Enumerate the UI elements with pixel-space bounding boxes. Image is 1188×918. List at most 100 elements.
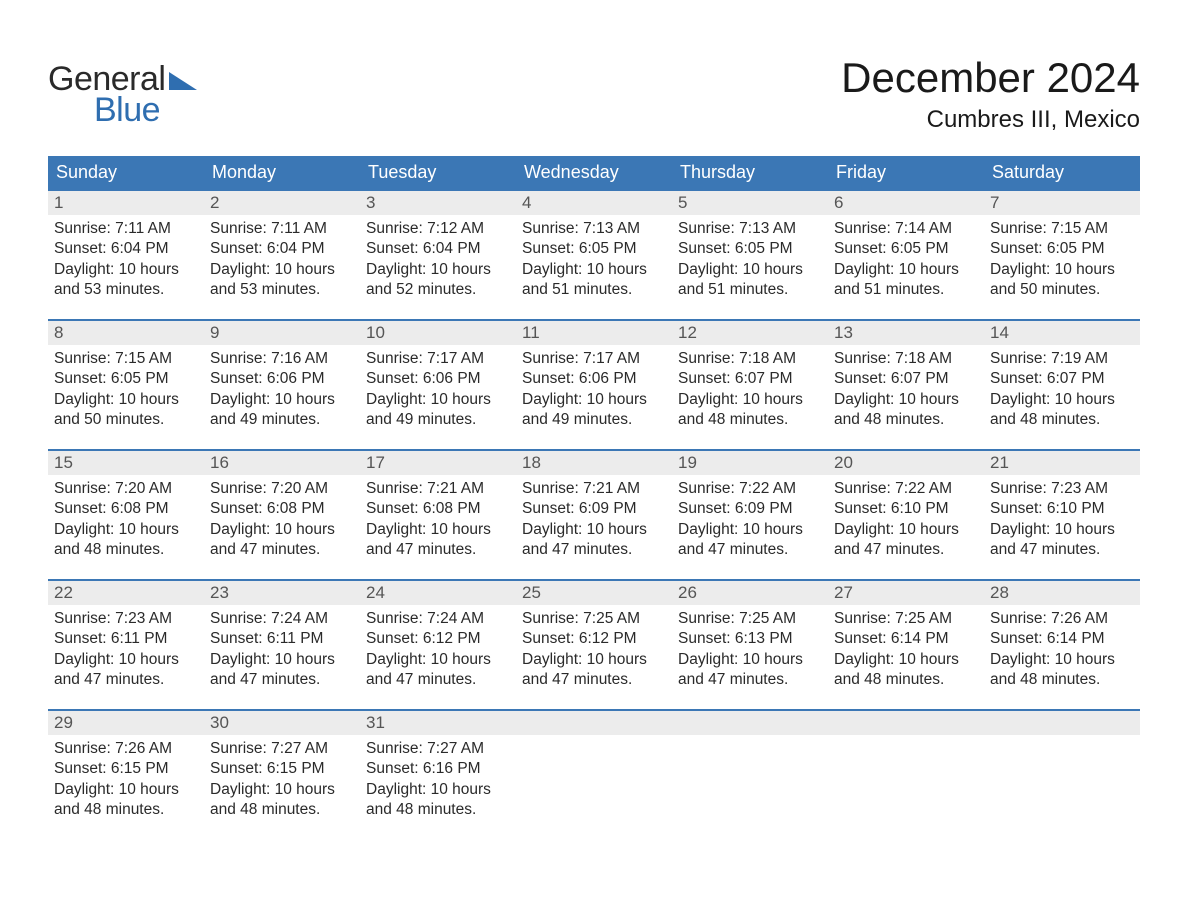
day-day1: Daylight: 10 hours [54, 780, 198, 800]
day-sunset: Sunset: 6:14 PM [834, 629, 978, 649]
day-cell [516, 710, 672, 840]
title-month: December 2024 [841, 54, 1140, 102]
day-sunrise: Sunrise: 7:17 AM [522, 349, 666, 369]
day-sunset: Sunset: 6:04 PM [54, 239, 198, 259]
day-number: 15 [48, 451, 204, 475]
day-number-empty [672, 711, 828, 735]
day-body: Sunrise: 7:14 AMSunset: 6:05 PMDaylight:… [828, 215, 984, 301]
day-cell: 25Sunrise: 7:25 AMSunset: 6:12 PMDayligh… [516, 580, 672, 710]
day-cell: 2Sunrise: 7:11 AMSunset: 6:04 PMDaylight… [204, 190, 360, 320]
day-sunrise: Sunrise: 7:22 AM [678, 479, 822, 499]
day-cell: 18Sunrise: 7:21 AMSunset: 6:09 PMDayligh… [516, 450, 672, 580]
day-number: 31 [360, 711, 516, 735]
day-day2: and 47 minutes. [990, 540, 1134, 560]
day-sunset: Sunset: 6:09 PM [522, 499, 666, 519]
day-day1: Daylight: 10 hours [678, 520, 822, 540]
day-sunset: Sunset: 6:13 PM [678, 629, 822, 649]
day-day2: and 53 minutes. [210, 280, 354, 300]
day-sunset: Sunset: 6:05 PM [678, 239, 822, 259]
day-cell: 5Sunrise: 7:13 AMSunset: 6:05 PMDaylight… [672, 190, 828, 320]
day-day2: and 48 minutes. [678, 410, 822, 430]
day-day2: and 47 minutes. [366, 670, 510, 690]
day-sunrise: Sunrise: 7:20 AM [210, 479, 354, 499]
day-sunset: Sunset: 6:10 PM [834, 499, 978, 519]
day-day2: and 47 minutes. [522, 540, 666, 560]
day-body: Sunrise: 7:17 AMSunset: 6:06 PMDaylight:… [360, 345, 516, 431]
day-day2: and 48 minutes. [990, 410, 1134, 430]
day-day1: Daylight: 10 hours [522, 390, 666, 410]
day-sunrise: Sunrise: 7:17 AM [366, 349, 510, 369]
day-header: Wednesday [516, 156, 672, 190]
day-cell: 19 Sunrise: 7:22 AMSunset: 6:09 PMDayligh… [672, 450, 828, 580]
day-day1: Daylight: 10 hours [366, 260, 510, 280]
day-sunrise: Sunrise: 7:25 AM [678, 609, 822, 629]
day-cell: 20Sunrise: 7:22 AMSunset: 6:10 PMDayligh… [828, 450, 984, 580]
day-sunset: Sunset: 6:08 PM [366, 499, 510, 519]
day-sunrise: Sunrise: 7:23 AM [54, 609, 198, 629]
day-day2: and 47 minutes. [366, 540, 510, 560]
day-number: 6 [828, 191, 984, 215]
day-sunrise: Sunrise: 7:25 AM [834, 609, 978, 629]
day-body: Sunrise: 7:21 AMSunset: 6:09 PMDaylight:… [516, 475, 672, 561]
day-sunset: Sunset: 6:08 PM [54, 499, 198, 519]
day-sunrise: Sunrise: 7:11 AM [54, 219, 198, 239]
day-sunset: Sunset: 6:09 PM [678, 499, 822, 519]
day-sunrise: Sunrise: 7:27 AM [366, 739, 510, 759]
day-sunset: Sunset: 6:15 PM [210, 759, 354, 779]
day-number: 13 [828, 321, 984, 345]
day-day1: Daylight: 10 hours [54, 650, 198, 670]
page: General Blue December 2024 Cumbres III, … [0, 0, 1188, 840]
day-sunrise: Sunrise: 7:13 AM [678, 219, 822, 239]
day-sunrise: Sunrise: 7:18 AM [834, 349, 978, 369]
day-number: 1 [48, 191, 204, 215]
day-day2: and 48 minutes. [210, 800, 354, 820]
day-body: Sunrise: 7:23 AMSunset: 6:10 PMDaylight:… [984, 475, 1140, 561]
day-body: Sunrise: 7:19 AMSunset: 6:07 PMDaylight:… [984, 345, 1140, 431]
day-header: Saturday [984, 156, 1140, 190]
day-number: 26 [672, 581, 828, 605]
day-cell: 29Sunrise: 7:26 AMSunset: 6:15 PMDayligh… [48, 710, 204, 840]
day-sunrise: Sunrise: 7:13 AM [522, 219, 666, 239]
day-day1: Daylight: 10 hours [210, 780, 354, 800]
day-sunrise: Sunrise: 7:19 AM [990, 349, 1134, 369]
day-number: 2 [204, 191, 360, 215]
day-number: 29 [48, 711, 204, 735]
day-sunrise: Sunrise: 7:26 AM [54, 739, 198, 759]
day-header: Tuesday [360, 156, 516, 190]
day-number-empty [984, 711, 1140, 735]
day-day2: and 47 minutes. [834, 540, 978, 560]
day-body: Sunrise: 7:20 AMSunset: 6:08 PMDaylight:… [48, 475, 204, 561]
day-sunrise: Sunrise: 7:18 AM [678, 349, 822, 369]
day-sunrise: Sunrise: 7:20 AM [54, 479, 198, 499]
day-day2: and 48 minutes. [366, 800, 510, 820]
day-day2: and 47 minutes. [678, 670, 822, 690]
day-cell: 22Sunrise: 7:23 AMSunset: 6:11 PMDayligh… [48, 580, 204, 710]
day-cell: 27Sunrise: 7:25 AMSunset: 6:14 PMDayligh… [828, 580, 984, 710]
day-cell [984, 710, 1140, 840]
day-body: Sunrise: 7:13 AMSunset: 6:05 PMDaylight:… [672, 215, 828, 301]
day-number: 24 [360, 581, 516, 605]
day-sunset: Sunset: 6:05 PM [54, 369, 198, 389]
day-day2: and 48 minutes. [834, 670, 978, 690]
day-number: 18 [516, 451, 672, 475]
day-sunset: Sunset: 6:06 PM [210, 369, 354, 389]
day-body: Sunrise: 7:13 AMSunset: 6:05 PMDaylight:… [516, 215, 672, 301]
day-sunrise: Sunrise: 7:21 AM [366, 479, 510, 499]
day-body: Sunrise: 7:22 AMSunset: 6:10 PMDaylight:… [828, 475, 984, 561]
week-row: 8Sunrise: 7:15 AMSunset: 6:05 PMDaylight… [48, 320, 1140, 450]
week-row: 15Sunrise: 7:20 AMSunset: 6:08 PMDayligh… [48, 450, 1140, 580]
day-body: Sunrise: 7:12 AMSunset: 6:04 PMDaylight:… [360, 215, 516, 301]
day-body: Sunrise: 7:25 AMSunset: 6:13 PMDaylight:… [672, 605, 828, 691]
day-body: Sunrise: 7:16 AMSunset: 6:06 PMDaylight:… [204, 345, 360, 431]
day-number: 3 [360, 191, 516, 215]
day-day1: Daylight: 10 hours [990, 650, 1134, 670]
day-number-empty [516, 711, 672, 735]
day-header-row: SundayMondayTuesdayWednesdayThursdayFrid… [48, 156, 1140, 190]
day-day2: and 48 minutes. [54, 540, 198, 560]
day-day1: Daylight: 10 hours [834, 260, 978, 280]
day-cell: 6Sunrise: 7:14 AMSunset: 6:05 PMDaylight… [828, 190, 984, 320]
day-number: 19 [672, 451, 828, 475]
day-day1: Daylight: 10 hours [210, 520, 354, 540]
day-cell: 8Sunrise: 7:15 AMSunset: 6:05 PMDaylight… [48, 320, 204, 450]
day-day1: Daylight: 10 hours [210, 260, 354, 280]
